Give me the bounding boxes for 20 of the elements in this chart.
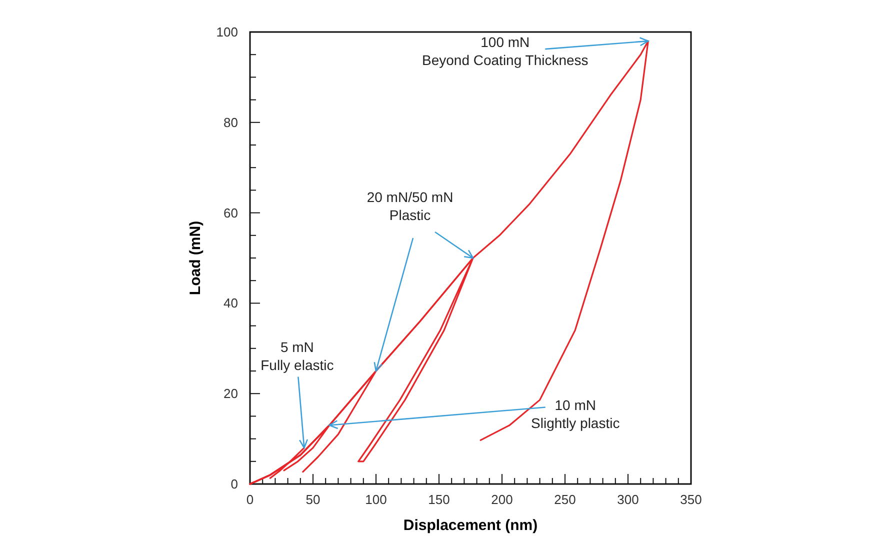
x-tick-label: 300 bbox=[617, 492, 639, 507]
x-tick-label: 350 bbox=[680, 492, 702, 507]
annotation: 100 mN Beyond Coating Thickness bbox=[422, 34, 588, 68]
y-tick-label: 20 bbox=[224, 386, 238, 402]
y-tick-label: 0 bbox=[230, 476, 238, 492]
annotation: 10 mN Slightly plastic bbox=[531, 397, 620, 432]
annotation: 5 mN Fully elastic bbox=[260, 338, 334, 373]
x-tick-label: 100 bbox=[365, 492, 387, 507]
y-tick-label: 60 bbox=[224, 205, 238, 220]
x-tick-label: 150 bbox=[428, 492, 450, 507]
y-tick-label: 100 bbox=[216, 24, 238, 40]
x-tick-label: 50 bbox=[306, 492, 320, 507]
y-tick-label: 80 bbox=[224, 114, 238, 130]
y-axis-title: Load (mN) bbox=[187, 220, 204, 296]
x-tick-label: 250 bbox=[554, 492, 576, 507]
annotation: 20 mN/50 mN Plastic bbox=[366, 189, 454, 223]
x-axis-title: Displacement (nm) bbox=[403, 517, 538, 534]
x-tick-label: 0 bbox=[246, 492, 254, 507]
x-tick-label: 200 bbox=[491, 492, 513, 507]
y-tick-label: 40 bbox=[224, 296, 238, 311]
